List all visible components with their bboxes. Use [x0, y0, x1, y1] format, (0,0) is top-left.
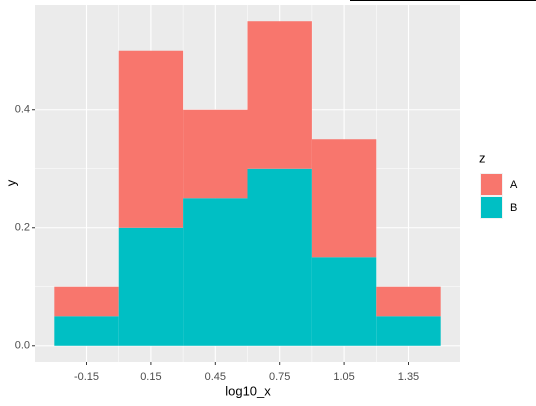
legend-label: A — [510, 179, 518, 191]
x-tick-label: 0.15 — [140, 371, 161, 383]
bar — [247, 21, 312, 169]
x-tick-label: 1.05 — [333, 371, 354, 383]
bar — [376, 286, 441, 317]
y-tick-label: 0.0 — [15, 340, 30, 352]
bar — [54, 286, 119, 317]
bar — [183, 109, 248, 199]
bar — [247, 168, 312, 346]
bar — [118, 227, 184, 346]
axes: 0.0 0.2 0.4 -0.15 0.15 0.45 0.75 1.05 1.35 — [15, 104, 419, 383]
bar — [311, 257, 377, 346]
x-axis-title: log10_x — [225, 383, 271, 398]
bar — [118, 50, 184, 228]
legend-label: B — [510, 202, 517, 214]
bars — [54, 21, 441, 346]
x-tick-label: 0.45 — [205, 371, 226, 383]
x-tick-label: -0.15 — [74, 371, 99, 383]
legend-title: z — [479, 150, 486, 165]
legend: z AB — [479, 150, 518, 219]
legend-swatch — [481, 174, 502, 195]
bar — [311, 139, 377, 258]
bar — [376, 316, 441, 346]
x-tick-label: 1.35 — [398, 371, 419, 383]
y-tick-label: 0.2 — [15, 222, 30, 234]
y-tick-label: 0.4 — [15, 104, 30, 116]
legend-swatch — [481, 197, 502, 218]
bar — [54, 316, 119, 346]
x-tick-label: 0.75 — [269, 371, 290, 383]
bar — [183, 198, 248, 346]
y-axis-title: y — [3, 179, 18, 186]
